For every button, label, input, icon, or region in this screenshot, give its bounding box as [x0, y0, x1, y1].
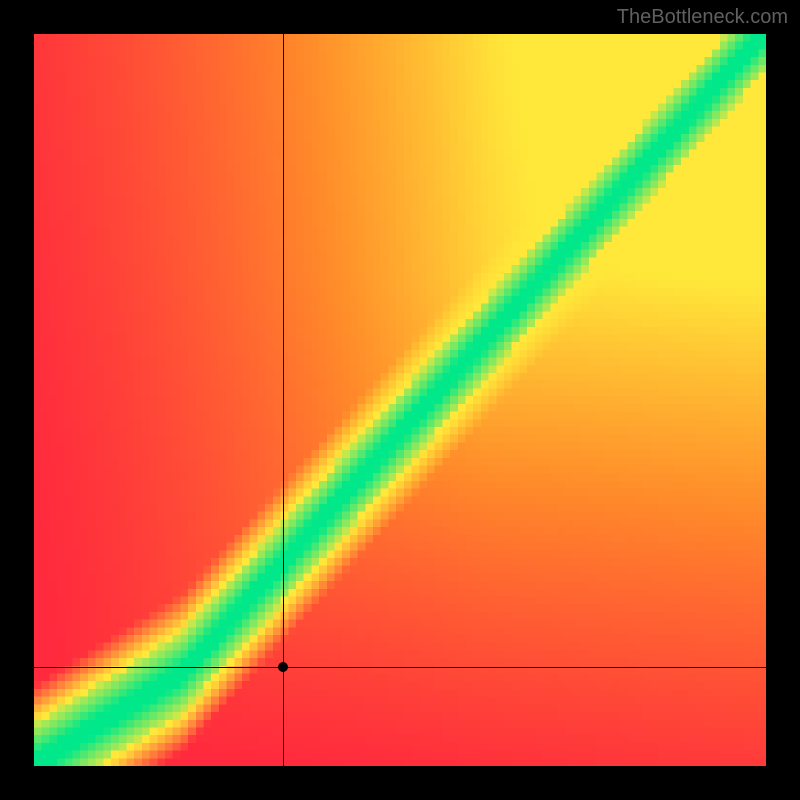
chart-frame: TheBottleneck.com [0, 0, 800, 800]
marker-point [278, 662, 288, 672]
heatmap-canvas [34, 34, 766, 766]
crosshair-vertical [283, 34, 284, 766]
crosshair-horizontal [34, 667, 766, 668]
watermark-text: TheBottleneck.com [617, 6, 788, 29]
plot-area [34, 34, 766, 766]
